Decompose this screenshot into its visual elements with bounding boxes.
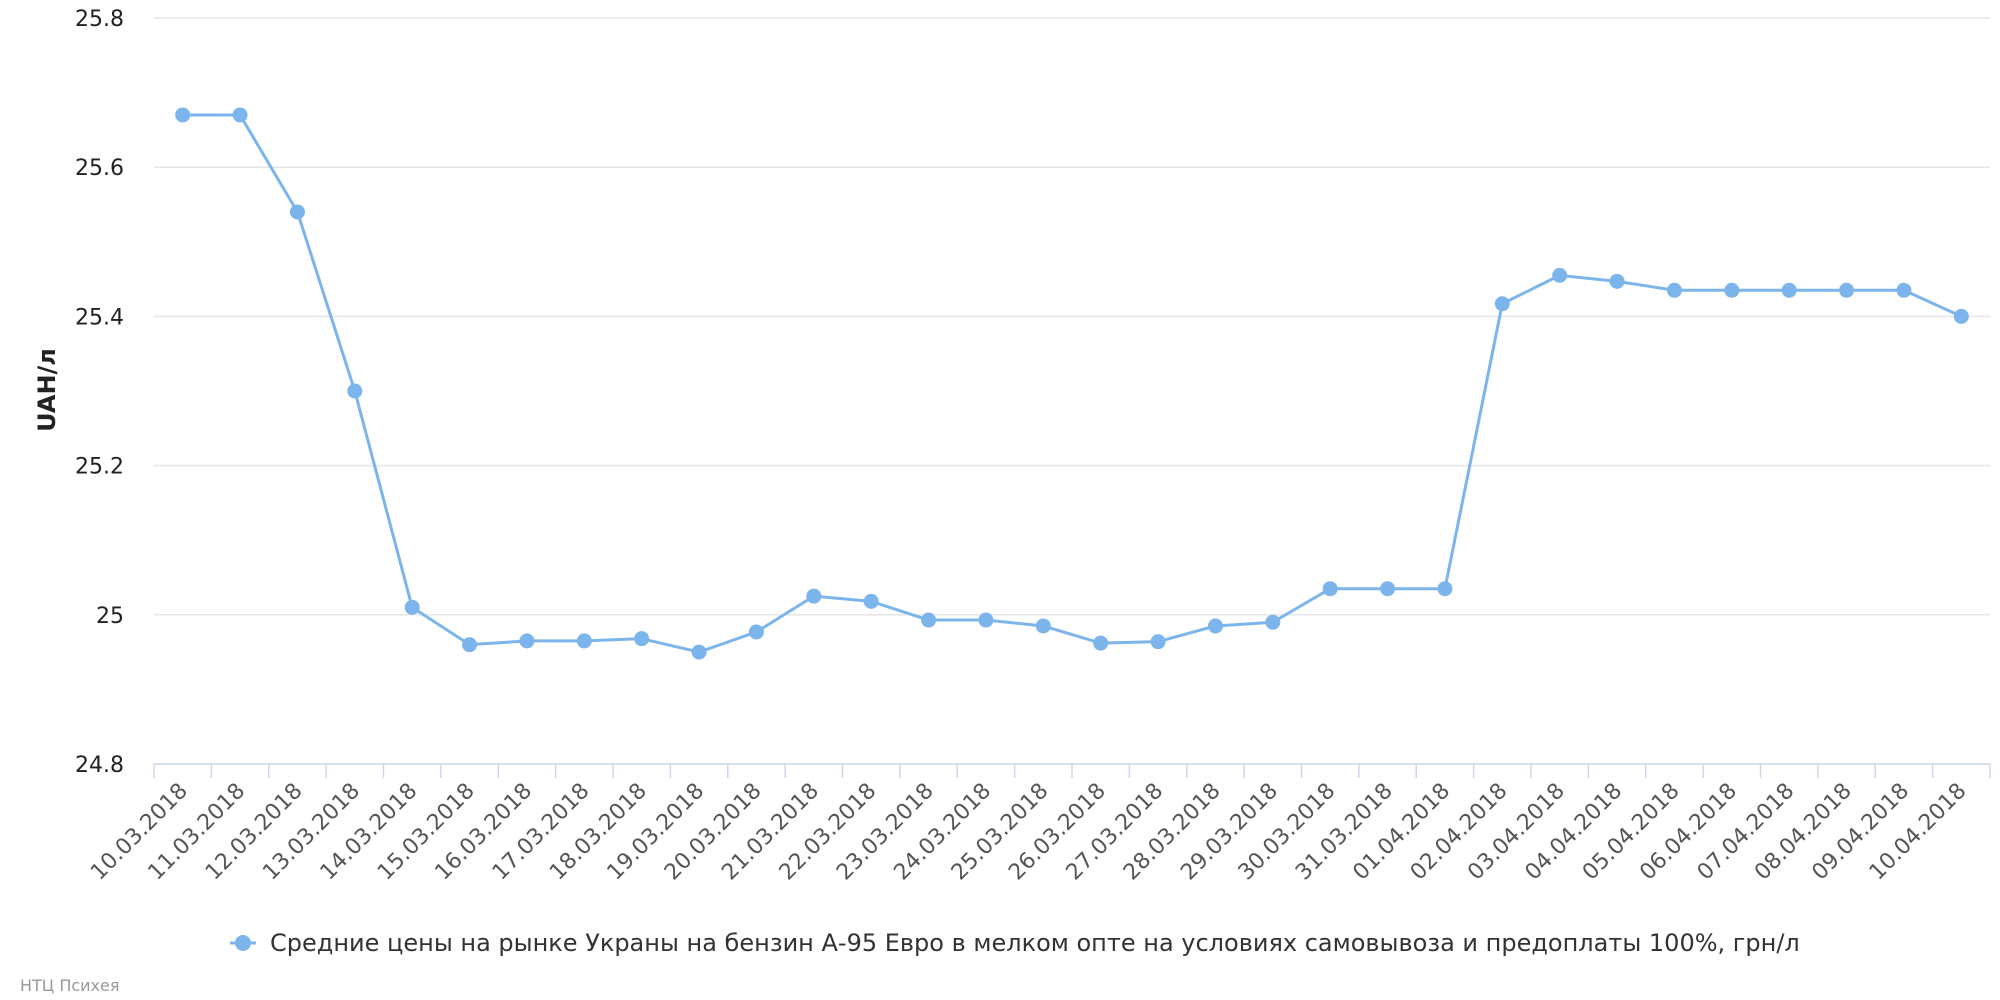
data-point[interactable] <box>863 593 879 609</box>
y-tick-label: 25.4 <box>75 305 124 330</box>
y-tick-label: 24.8 <box>75 753 124 778</box>
data-point[interactable] <box>404 599 420 615</box>
data-point[interactable] <box>1093 635 1109 651</box>
data-point[interactable] <box>1839 282 1855 298</box>
series-layer <box>175 107 1969 660</box>
series-line <box>181 113 1963 654</box>
data-point[interactable] <box>1035 618 1051 634</box>
x-axis: 10.03.201811.03.201812.03.201813.03.2018… <box>86 763 1991 885</box>
data-point[interactable] <box>634 631 650 647</box>
data-point[interactable] <box>1552 267 1568 283</box>
y-tick-label: 25.6 <box>75 156 124 181</box>
y-tick-label: 25 <box>96 604 124 629</box>
data-point[interactable] <box>1896 282 1912 298</box>
data-point[interactable] <box>748 624 764 640</box>
credits-label[interactable]: НТЦ Психея <box>20 976 119 995</box>
legend-series-label[interactable]: Средние цены на рынке Украны на бензин А… <box>270 929 1800 957</box>
legend[interactable]: Средние цены на рынке Украны на бензин А… <box>230 929 1800 957</box>
data-point[interactable] <box>1265 614 1281 630</box>
grid-lines <box>154 17 1990 616</box>
data-point[interactable] <box>1437 581 1453 597</box>
legend-series-marker-icon <box>235 935 251 951</box>
data-point[interactable] <box>576 633 592 649</box>
data-point[interactable] <box>232 107 248 123</box>
data-point[interactable] <box>347 383 363 399</box>
data-point[interactable] <box>519 633 535 649</box>
data-point[interactable] <box>806 588 822 604</box>
y-tick-label: 25.2 <box>75 455 124 480</box>
data-point[interactable] <box>1494 296 1510 312</box>
data-point[interactable] <box>978 612 994 628</box>
y-tick-label: 25.8 <box>75 7 124 32</box>
data-point[interactable] <box>1666 282 1682 298</box>
y-axis-title: UAH/л <box>33 348 61 432</box>
data-point[interactable] <box>1953 308 1969 324</box>
data-point[interactable] <box>1781 282 1797 298</box>
data-point[interactable] <box>289 204 305 220</box>
data-point[interactable] <box>462 637 478 653</box>
data-point[interactable] <box>1609 273 1625 289</box>
data-point[interactable] <box>1380 581 1396 597</box>
data-point[interactable] <box>175 107 191 123</box>
data-point[interactable] <box>1724 282 1740 298</box>
data-point[interactable] <box>691 644 707 660</box>
data-point[interactable] <box>1150 634 1166 650</box>
data-point[interactable] <box>1207 618 1223 634</box>
data-point[interactable] <box>1322 581 1338 597</box>
data-point[interactable] <box>921 612 937 628</box>
y-axis: 24.8 25 25.2 25.4 25.6 25.8 <box>75 7 124 778</box>
